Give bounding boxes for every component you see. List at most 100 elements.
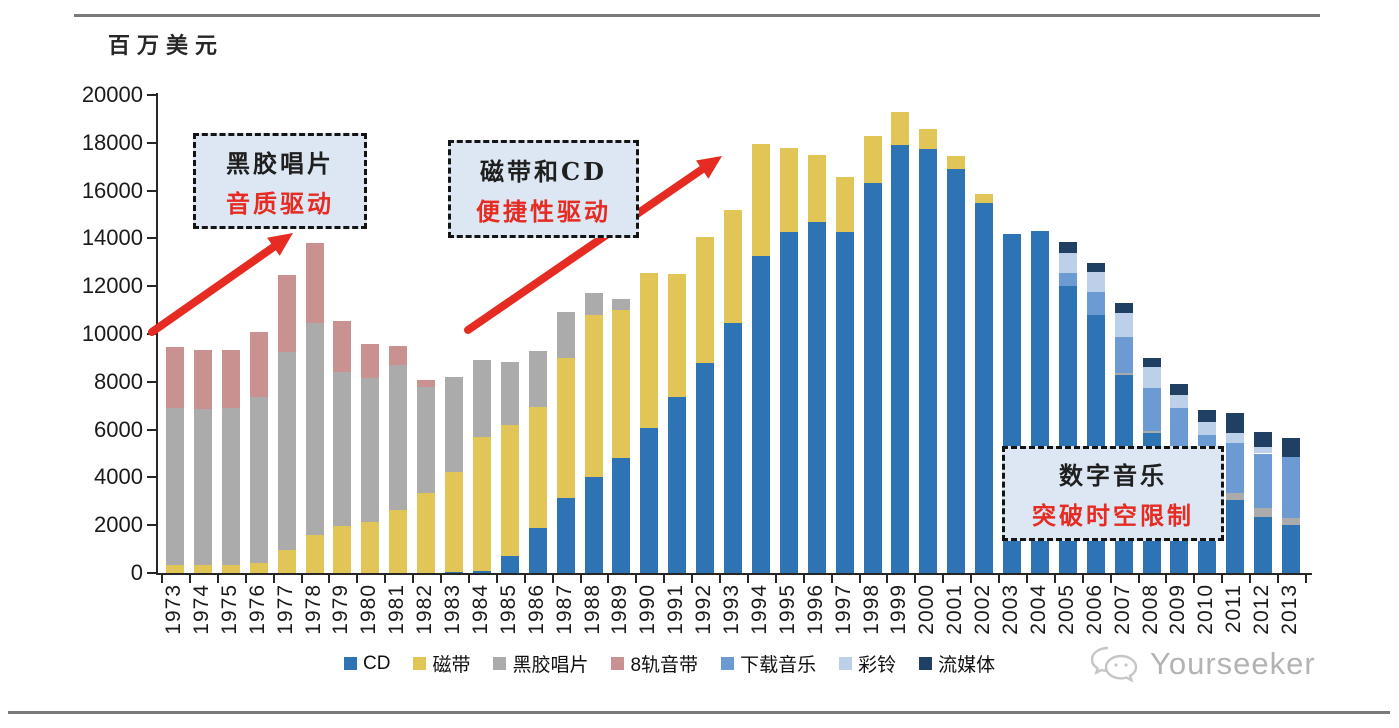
- bar-segment-黑胶唱片: [1282, 518, 1300, 525]
- x-axis-tick: [1025, 575, 1028, 583]
- x-axis-tick: [1137, 575, 1140, 583]
- x-axis-tick: [523, 575, 526, 583]
- legend-label: 8轨音带: [630, 655, 699, 676]
- bar-segment-黑胶唱片: [277, 351, 296, 551]
- legend-swatch: [344, 657, 357, 670]
- y-axis-line: [156, 93, 158, 575]
- bar-segment-8轨音带: [166, 347, 184, 408]
- watermark: Yourseeker: [1088, 642, 1316, 686]
- wechat-icon: [1090, 646, 1138, 683]
- legend-label: CD: [363, 652, 391, 674]
- bar-segment-流媒体: [1086, 262, 1105, 272]
- bar-segment-流媒体: [1170, 383, 1189, 395]
- x-axis-tick: [691, 575, 694, 583]
- bar-segment-8轨音带: [333, 320, 352, 373]
- x-axis-tick: [579, 575, 582, 583]
- legend-label: 黑胶唱片: [512, 655, 589, 676]
- bar-segment-磁带: [751, 144, 770, 257]
- bar-segment-磁带: [863, 135, 882, 184]
- bar-segment-CD: [724, 322, 742, 573]
- x-axis-tick: [1249, 575, 1252, 583]
- x-axis-tick: [161, 575, 164, 583]
- bar-segment-磁带: [389, 509, 408, 573]
- bar-segment-流媒体: [1282, 438, 1300, 457]
- bar-segment-CD: [947, 169, 966, 573]
- bar-segment-彩铃: [1254, 446, 1273, 454]
- bar-segment-黑胶唱片: [166, 408, 184, 565]
- bar-segment-磁带: [975, 193, 994, 203]
- y-axis-tick: [147, 524, 156, 527]
- x-axis-tick: [1221, 575, 1224, 583]
- bar-segment-下载音乐: [1282, 456, 1300, 519]
- annotation-vinyl-title: 黑胶唱片: [226, 148, 334, 178]
- y-axis-tick: [147, 189, 156, 192]
- bar-segment-磁带: [333, 526, 352, 573]
- x-axis-tick: [719, 575, 722, 583]
- bar-segment-磁带: [668, 274, 687, 397]
- y-axis-tick: [147, 572, 156, 574]
- bar-segment-磁带: [249, 563, 268, 573]
- x-axis-tick: [1277, 575, 1280, 583]
- bar-segment-CD: [528, 528, 547, 573]
- legend-item-磁带: 磁带: [413, 650, 470, 677]
- y-tick-label: 4000: [94, 464, 143, 490]
- chart-legend: CD 磁带 黑胶唱片 8轨音带 下载音乐 彩铃 流媒体: [344, 650, 995, 677]
- bar-segment-CD: [612, 458, 631, 573]
- bar-segment-流媒体: [1114, 303, 1133, 314]
- bar-segment-黑胶唱片: [500, 361, 519, 425]
- x-axis-tick: [1109, 575, 1112, 583]
- bar-segment-黑胶唱片: [612, 299, 631, 311]
- bar-segment-8轨音带: [249, 331, 268, 398]
- bar-segment-下载音乐: [1226, 443, 1245, 493]
- legend-swatch: [919, 657, 933, 670]
- annotation-digital-subtitle: 突破时空限制: [1032, 501, 1194, 530]
- x-axis-tick: [607, 575, 610, 583]
- annotation-vinyl-era: 黑胶唱片 音质驱动: [193, 133, 367, 229]
- bar-segment-彩铃: [1170, 394, 1189, 409]
- bar-segment-CD: [1282, 525, 1300, 573]
- x-axis-tick: [1165, 575, 1168, 583]
- bar-segment-磁带: [835, 176, 854, 232]
- vinyl-trend-arrow: [148, 233, 293, 336]
- y-axis-tick: [147, 94, 156, 96]
- bar-segment-CD: [445, 572, 463, 573]
- x-axis-tick: [942, 575, 945, 583]
- x-axis-tick: [970, 575, 973, 583]
- x-axis-tick: [914, 575, 917, 583]
- watermark-text: Yourseeker: [1150, 646, 1316, 681]
- bar-segment-黑胶唱片: [445, 377, 463, 472]
- bar-segment-磁带: [361, 521, 380, 573]
- bar-segment-CD: [975, 202, 994, 573]
- bar-segment-CD: [863, 183, 882, 573]
- bar-segment-下载音乐: [1142, 388, 1161, 431]
- bar-segment-磁带: [696, 236, 715, 364]
- bar-segment-流媒体: [1198, 410, 1217, 422]
- bar-segment-CD: [1254, 516, 1273, 573]
- bar-segment-磁带: [193, 564, 212, 573]
- x-axis-tick: [1304, 575, 1307, 583]
- bar-segment-黑胶唱片: [193, 409, 212, 565]
- legend-label: 磁带: [432, 655, 471, 676]
- bar-segment-下载音乐: [1114, 336, 1133, 374]
- bar-segment-黑胶唱片: [249, 397, 268, 564]
- bar-segment-CD: [807, 221, 826, 573]
- x-axis-tick: [886, 575, 889, 583]
- bar-segment-磁带: [445, 471, 463, 573]
- x-axis-tick: [858, 575, 861, 583]
- legend-swatch: [721, 657, 735, 670]
- legend-label: 彩铃: [858, 655, 897, 676]
- y-tick-label: 2000: [94, 512, 143, 538]
- y-tick-label: 6000: [94, 416, 143, 442]
- y-axis-tick: [147, 428, 156, 431]
- y-axis-tick: [147, 237, 156, 240]
- annotation-cassette-cd-title: 磁带和CD: [480, 156, 607, 186]
- bar-segment-CD: [1226, 500, 1245, 573]
- y-tick-label: 10000: [81, 321, 143, 346]
- legend-swatch: [611, 657, 625, 670]
- bar-segment-8轨音带: [305, 243, 324, 324]
- legend-swatch: [493, 657, 507, 670]
- bar-segment-磁带: [277, 550, 296, 573]
- bar-segment-8轨音带: [389, 346, 408, 366]
- bar-segment-磁带: [891, 111, 910, 146]
